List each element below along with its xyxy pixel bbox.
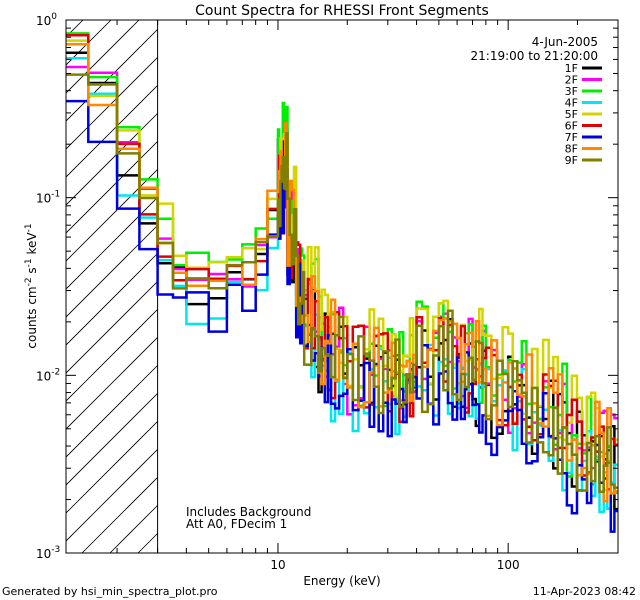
y-tick-label: 100 <box>36 12 57 28</box>
legend-label-4F: 4F <box>565 97 578 110</box>
hatch-mask <box>157 20 618 553</box>
legend-label-3F: 3F <box>565 85 578 98</box>
y-tick-label: 10-1 <box>36 190 60 206</box>
series-line-7F <box>66 99 618 533</box>
x-tick-label: 10 <box>270 558 285 572</box>
y-tick-label: 10-3 <box>36 545 60 561</box>
x-tick-labels: 10 100 <box>270 558 519 572</box>
annotation-background: Includes Background <box>186 505 311 519</box>
plot-frame <box>65 19 619 554</box>
series-group <box>66 32 618 533</box>
y-tick-labels: 10-3 10-2 10-1 100 <box>36 12 60 561</box>
hatch-line <box>66 20 224 178</box>
date-label: 4-Jun-2005 <box>532 35 598 49</box>
legend-label-9F: 9F <box>565 154 578 167</box>
legend-label-6F: 6F <box>565 120 578 133</box>
footer-generated-by: Generated by hsi_min_spectra_plot.pro <box>2 585 218 598</box>
x-axis-label: Energy (keV) <box>303 574 380 588</box>
legend-label-2F: 2F <box>565 74 578 87</box>
hatch-line <box>66 20 168 122</box>
attenuator-hatch-region <box>0 20 618 553</box>
footer-timestamp: 11-Apr-2023 08:42 <box>533 585 636 598</box>
hatch-line <box>66 20 112 66</box>
y-tick-label: 10-2 <box>36 367 60 383</box>
legend-label-5F: 5F <box>565 108 578 121</box>
legend-label-8F: 8F <box>565 143 578 156</box>
legend-label-1F: 1F <box>565 62 578 75</box>
series-line-9F <box>66 73 618 493</box>
legend-label-7F: 7F <box>565 131 578 144</box>
annotation-attenuator: Att A0, FDecim 1 <box>186 517 287 531</box>
y-axis-label: counts cm-2 s-1 keV-1 <box>24 223 39 348</box>
hatch-line <box>66 20 196 150</box>
y-axis-ticks <box>66 19 618 554</box>
chart-title: Count Spectra for RHESSI Front Segments <box>195 3 489 19</box>
hatch-line <box>0 20 27 553</box>
x-tick-label: 100 <box>497 558 520 572</box>
x-axis-ticks <box>116 20 619 553</box>
time-range-label: 21:19:00 to 21:20:00 <box>471 49 598 63</box>
